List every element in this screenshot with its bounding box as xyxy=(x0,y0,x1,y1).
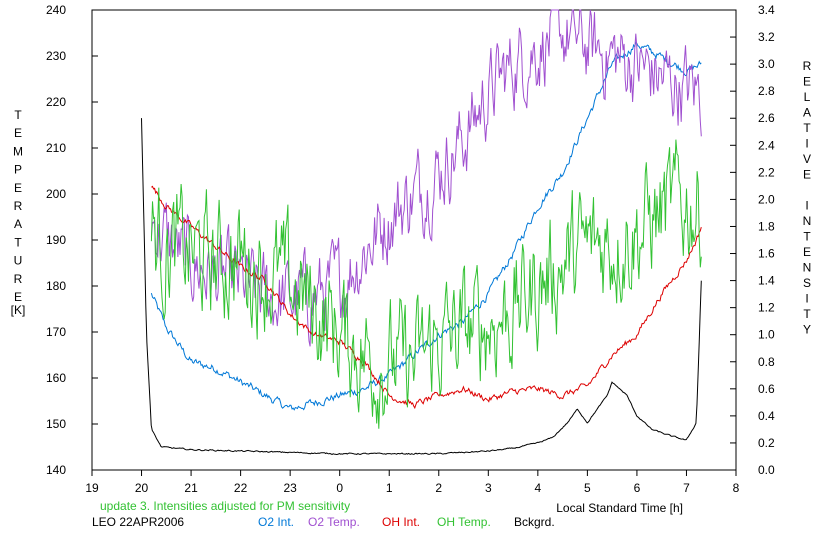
series-line-1 xyxy=(150,9,702,347)
series-line-3 xyxy=(150,139,702,429)
y-axis-right-label-letter: I xyxy=(805,137,808,151)
x-tick-label: 3 xyxy=(485,481,492,495)
y-left-tick-label: 240 xyxy=(46,3,66,17)
y-axis-left-label-letter: A xyxy=(14,217,22,231)
series-line-2 xyxy=(151,185,702,410)
y-axis-right-label-letter: E xyxy=(803,245,811,259)
legend-entry: O2 Temp. xyxy=(308,515,360,529)
y-left-tick-label: 220 xyxy=(46,95,66,109)
y-left-tick-label: 140 xyxy=(46,463,66,477)
y-right-tick-label: 1.0 xyxy=(758,328,775,342)
x-tick-label: 21 xyxy=(184,481,198,495)
legend-entry: OH Temp. xyxy=(437,515,491,529)
y-right-tick-label: 2.0 xyxy=(758,192,775,206)
y-left-tick-label: 230 xyxy=(46,49,66,63)
x-tick-label: 20 xyxy=(135,481,149,495)
y-axis-left-label-letter: P xyxy=(14,163,22,177)
x-tick-label: 6 xyxy=(634,481,641,495)
y-right-tick-label: 2.6 xyxy=(758,111,775,125)
y-right-tick-label: 1.8 xyxy=(758,219,775,233)
x-axis-label: Local Standard Time [h] xyxy=(556,501,683,515)
y-axis-left-label-letter: E xyxy=(14,126,22,140)
y-axis-right-label-letter: L xyxy=(804,90,811,104)
y-right-tick-label: 0.8 xyxy=(758,355,775,369)
x-tick-label: 5 xyxy=(584,481,591,495)
y-axis-right-label-letter: R xyxy=(803,59,812,73)
y-axis-right-label-letter: I xyxy=(805,292,808,306)
x-tick-label: 1 xyxy=(386,481,393,495)
update-note: update 3. Intensities adjusted for PM se… xyxy=(100,499,350,513)
legend-entry: Bckgrd. xyxy=(514,515,555,529)
x-tick-label: 0 xyxy=(336,481,343,495)
y-left-tick-label: 210 xyxy=(46,141,66,155)
y-right-tick-label: 0.4 xyxy=(758,409,775,423)
series-layer xyxy=(141,9,702,456)
y-axis-right-label-letter: N xyxy=(803,261,812,275)
x-tick-label: 4 xyxy=(535,481,542,495)
y-right-tick-label: 2.8 xyxy=(758,84,775,98)
y-axis-right-label-letter: T xyxy=(803,307,811,321)
legend-entry: O2 Int. xyxy=(258,515,294,529)
y-axis-right-label-letter: A xyxy=(803,106,811,120)
y-left-tick-label: 170 xyxy=(46,325,66,339)
y-axis-right-label-letter: E xyxy=(803,168,811,182)
y-axis-left-label-letter: E xyxy=(14,290,22,304)
y-axis-right-label-letter: T xyxy=(803,230,811,244)
y-axis-left-label-letter: R xyxy=(14,199,23,213)
y-left-tick-label: 190 xyxy=(46,233,66,247)
y-axis-right-label-letter: E xyxy=(803,75,811,89)
x-tick-label: 23 xyxy=(283,481,297,495)
y-right-tick-label: 1.6 xyxy=(758,247,775,261)
y-axis-right-label-letter: V xyxy=(803,152,811,166)
y-right-tick-label: 0.6 xyxy=(758,382,775,396)
y-axis-right-label-letter: N xyxy=(803,214,812,228)
y-axis-left-unit: [K] xyxy=(11,303,26,317)
legend: O2 Int. O2 Temp. OH Int. OH Temp. Bckgrd. xyxy=(258,515,555,529)
y-right-tick-label: 1.4 xyxy=(758,274,775,288)
series-line-4 xyxy=(141,118,702,456)
y-right-ticks: 0.0 0.2 0.4 0.6 0.8 1.0 1.2 1.4 1.6 1.8 2.0 2.2 2.4 2… xyxy=(730,3,775,477)
y-right-tick-label: 3.4 xyxy=(758,3,775,17)
y-axis-left-label-letter: M xyxy=(13,144,23,158)
x-tick-label: 2 xyxy=(435,481,442,495)
y-left-tick-label: 180 xyxy=(46,279,66,293)
y-left-tick-label: 200 xyxy=(46,187,66,201)
y-right-tick-label: 1.2 xyxy=(758,301,775,315)
y-axis-right-label-letter: I xyxy=(805,199,808,213)
y-right-tick-label: 3.0 xyxy=(758,57,775,71)
y-axis-left-label-letter: T xyxy=(14,235,22,249)
legend-entry: OH Int. xyxy=(382,515,420,529)
y-right-tick-label: 0.2 xyxy=(758,436,775,450)
y-left-tick-label: 160 xyxy=(46,371,66,385)
y-axis-left-label-letter: E xyxy=(14,181,22,195)
x-tick-label: 8 xyxy=(733,481,740,495)
y-right-tick-label: 3.2 xyxy=(758,30,775,44)
y-left-ticks: 140 150 160 170 180 190 200 210 220 230 240 xyxy=(46,3,98,477)
series-line-0 xyxy=(150,41,702,411)
x-tick-label: 7 xyxy=(683,481,690,495)
y-right-tick-label: 2.2 xyxy=(758,165,775,179)
y-axis-right-label-letter: Y xyxy=(803,323,811,337)
station-date-label: LEO 22APR2006 xyxy=(92,515,184,529)
y-axis-left-label-letter: T xyxy=(14,108,22,122)
y-axis-right-label-letter: T xyxy=(803,121,811,135)
y-axis-right-label-letter: S xyxy=(803,276,811,290)
y-axis-left-label-letter: R xyxy=(14,272,23,286)
x-ticks: 19 20 21 22 23 0 1 2 3 4 5 6 7 8 xyxy=(85,470,740,495)
x-tick-label: 19 xyxy=(85,481,99,495)
y-right-tick-label: 0.0 xyxy=(758,463,775,477)
y-right-tick-label: 2.4 xyxy=(758,138,775,152)
y-left-tick-label: 150 xyxy=(46,417,66,431)
x-tick-label: 22 xyxy=(234,481,248,495)
y-axis-left-label-letter: U xyxy=(14,254,23,268)
